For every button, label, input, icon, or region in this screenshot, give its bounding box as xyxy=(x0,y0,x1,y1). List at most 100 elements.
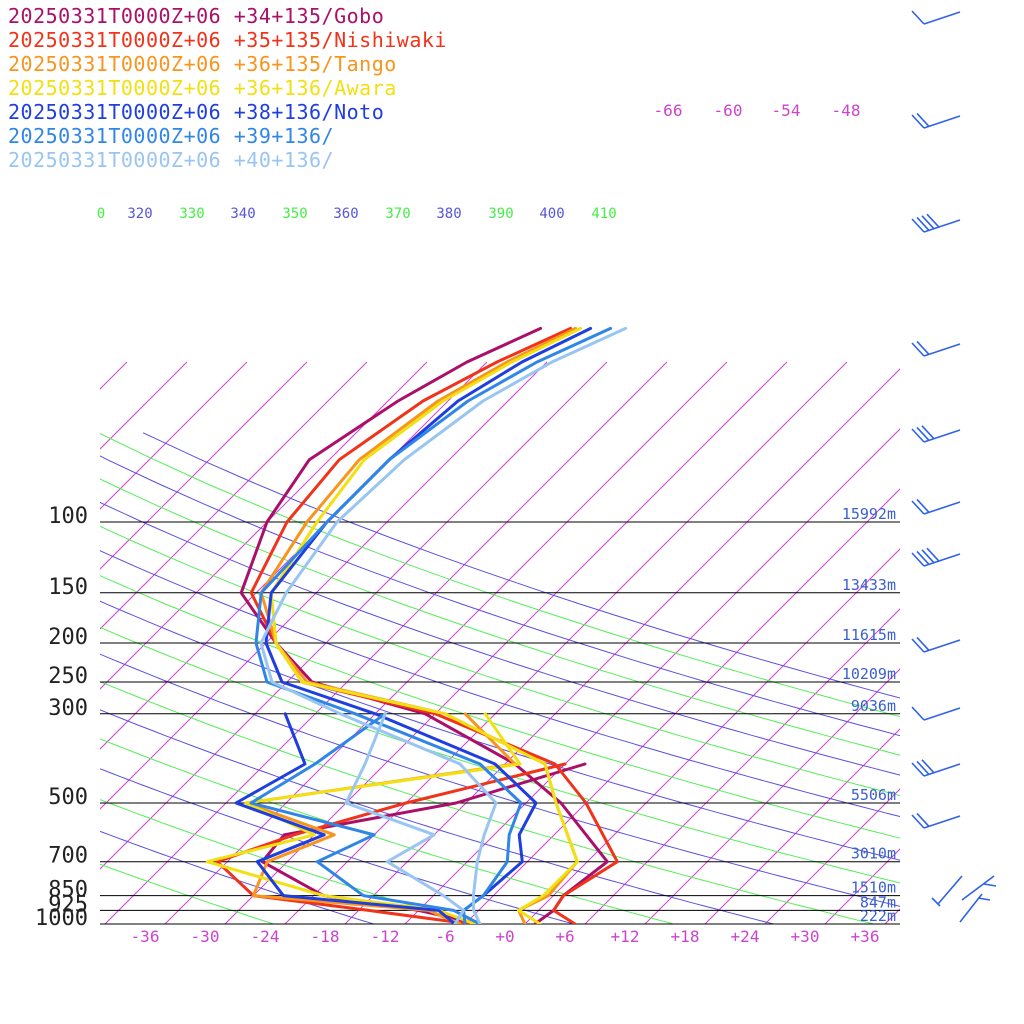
temperature-tick-label: +12 xyxy=(611,927,640,946)
height-label: 11615m xyxy=(842,626,896,644)
temperature-tick-label: +30 xyxy=(791,927,820,946)
pressure-label: 250 xyxy=(48,664,88,689)
height-label: 9036m xyxy=(851,697,896,715)
legend-entry: 20250331T0000Z+06 +39+136/ xyxy=(8,124,335,148)
wind-barb xyxy=(911,425,961,443)
dry-adiabat-line xyxy=(100,550,900,818)
dry-adiabat-line xyxy=(100,830,374,924)
legend-entry: 20250331T0000Z+06 +35+135/Nishiwaki xyxy=(8,28,447,52)
temperature-tick-label: -6 xyxy=(435,927,454,946)
dry-adiabat-line xyxy=(100,600,900,861)
wind-barb xyxy=(911,340,961,357)
isotherm-line xyxy=(100,361,248,510)
dry-adiabat-line xyxy=(100,709,774,924)
dry-adiabat-line xyxy=(142,432,900,699)
isotherm-line xyxy=(1005,362,1024,924)
theta-label: 400 xyxy=(539,206,564,222)
dewpoint-line xyxy=(234,712,457,924)
isotherm-line xyxy=(100,361,368,630)
isotherm-line xyxy=(945,362,1024,924)
pressure-label: 850 xyxy=(48,878,88,903)
dry-adiabat-line xyxy=(100,575,900,839)
wind-barb xyxy=(911,112,961,129)
temperature-tick-label: +24 xyxy=(731,927,760,946)
wind-barb xyxy=(911,759,961,777)
wind-barb xyxy=(911,812,961,829)
height-label: 13433m xyxy=(842,576,896,594)
dry-adiabat-line xyxy=(100,525,900,797)
legend-entry: 20250331T0000Z+06 +34+135/Gobo xyxy=(8,4,385,28)
wind-barb xyxy=(911,636,961,653)
height-label: 847m xyxy=(860,893,896,911)
legend: 20250331T0000Z+06 +34+135/Gobo 20250331T0… xyxy=(8,4,447,172)
theta-label: 340 xyxy=(230,206,255,222)
isotherm-label: -60 xyxy=(714,101,743,120)
isotherm-line xyxy=(644,668,900,924)
isotherm-line xyxy=(704,728,900,924)
temperature-tick-label: -18 xyxy=(311,927,340,946)
dewpoint-line xyxy=(215,762,567,924)
theta-label: 350 xyxy=(282,206,307,222)
pressure-label: 200 xyxy=(48,625,88,650)
temperature-tick-label: +36 xyxy=(851,927,880,946)
isotherm-line xyxy=(0,362,7,924)
dry-adiabat-line xyxy=(100,455,900,737)
pressure-label: 925 xyxy=(48,892,88,917)
dry-adiabat-line xyxy=(100,681,874,924)
theta-label: 360 xyxy=(333,206,358,222)
dry-adiabat-line xyxy=(100,501,900,776)
temperature-line xyxy=(269,326,583,924)
pressure-label: 100 xyxy=(48,504,88,529)
temperature-tick-label: -12 xyxy=(371,927,400,946)
temperature-tick-label: -30 xyxy=(191,927,220,946)
isotherm-label: -54 xyxy=(772,101,801,120)
wind-barb xyxy=(911,706,961,721)
height-label: 3010m xyxy=(851,845,896,863)
wind-barb xyxy=(931,875,997,923)
pressure-label: 700 xyxy=(48,844,88,869)
wind-barb xyxy=(911,213,961,233)
pressure-label: 500 xyxy=(48,785,88,810)
height-label: 5506m xyxy=(851,786,896,804)
dewpoint-line xyxy=(249,712,482,924)
height-label: 10209m xyxy=(842,665,896,683)
theta-label: 370 xyxy=(385,206,410,222)
temperature-tick-label: +18 xyxy=(671,927,700,946)
dry-adiabat-line xyxy=(100,653,900,907)
theta-label: 410 xyxy=(591,206,616,222)
isotherm-label: -66 xyxy=(654,101,683,120)
dry-adiabat-line xyxy=(100,478,900,756)
legend-entry: 20250331T0000Z+06 +38+136/Noto xyxy=(8,100,385,124)
legend-entry: 20250331T0000Z+06 +40+136/ xyxy=(8,148,335,172)
dry-adiabat-line xyxy=(100,863,274,924)
legend-entry: 20250331T0000Z+06 +36+135/Tango xyxy=(8,52,397,76)
temperature-line xyxy=(264,326,593,924)
theta-label: 380 xyxy=(436,206,461,222)
pressure-label: 150 xyxy=(48,575,88,600)
dry-adiabat-line xyxy=(100,768,574,924)
dry-adiabat-line xyxy=(100,433,900,718)
dry-adiabat-line xyxy=(100,626,900,884)
theta-label: 320 xyxy=(127,206,152,222)
wind-barb xyxy=(911,498,961,515)
pressure-label: 1000 xyxy=(35,906,88,931)
temperature-tick-label: -24 xyxy=(251,927,280,946)
wind-barb xyxy=(911,547,961,567)
height-label: 222m xyxy=(860,907,896,925)
pressure-label: 300 xyxy=(48,696,88,721)
legend-entry: 20250331T0000Z+06 +36+136/Awara xyxy=(8,76,397,100)
isotherm-line xyxy=(884,908,900,924)
theta-label: 390 xyxy=(488,206,513,222)
dewpoint-line xyxy=(344,712,466,924)
temperature-line xyxy=(254,326,613,924)
temperature-line xyxy=(259,326,628,924)
height-label: 15992m xyxy=(842,505,896,523)
temperature-tick-label: -36 xyxy=(131,927,160,946)
dry-adiabat-line xyxy=(100,799,474,924)
height-label: 1510m xyxy=(851,879,896,897)
isotherm-label: -48 xyxy=(832,101,861,120)
theta-label: 0 xyxy=(97,206,105,222)
temperature-tick-label: +0 xyxy=(495,927,514,946)
isotherm-line xyxy=(764,788,900,924)
